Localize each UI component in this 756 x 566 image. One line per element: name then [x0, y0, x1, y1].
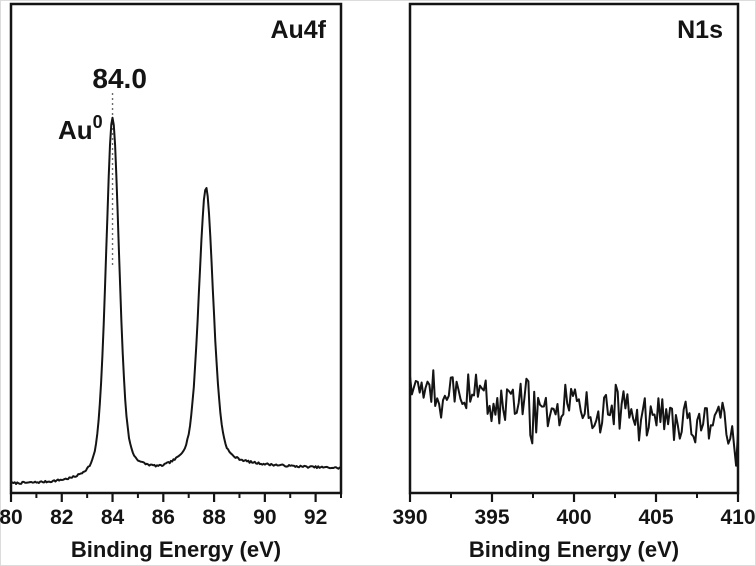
x-tick-label: 80: [0, 506, 23, 529]
panel-title: N1s: [677, 16, 723, 44]
spectrum-trace: [410, 369, 738, 467]
x-tick-label: 88: [202, 506, 226, 529]
species-annotation: Au0: [58, 112, 103, 145]
x-tick-label: 395: [474, 506, 509, 529]
x-tick-label: 86: [152, 506, 175, 529]
peak-position-annotation: 84.0: [92, 63, 147, 94]
x-tick-label: 405: [638, 506, 673, 529]
panel-title: Au4f: [270, 16, 326, 44]
x-tick-label: 92: [304, 506, 327, 529]
au4f-panel: 80 82 84 86 88 90 92 Binding Energy (eV) Au4f 84.…: [0, 2, 343, 562]
x-axis-label: Binding Energy (eV): [469, 537, 679, 562]
x-tick-label: 90: [253, 506, 276, 529]
x-tick-label: 84: [101, 506, 125, 529]
species-annotation-superscript: 0: [93, 112, 103, 132]
n1s-panel: 390 395 400 405 410 Binding Energy (eV) N1s: [392, 2, 756, 562]
x-tick-label: 82: [50, 506, 73, 529]
x-tick-label: 410: [720, 506, 755, 529]
plot-frame: [9, 2, 343, 495]
spectrum-trace: [11, 116, 341, 485]
x-tick-label: 400: [556, 506, 591, 529]
plot-frame: [408, 2, 740, 495]
x-axis-label: Binding Energy (eV): [71, 537, 281, 562]
species-annotation-base: Au: [58, 115, 93, 145]
x-tick-label: 390: [392, 506, 427, 529]
